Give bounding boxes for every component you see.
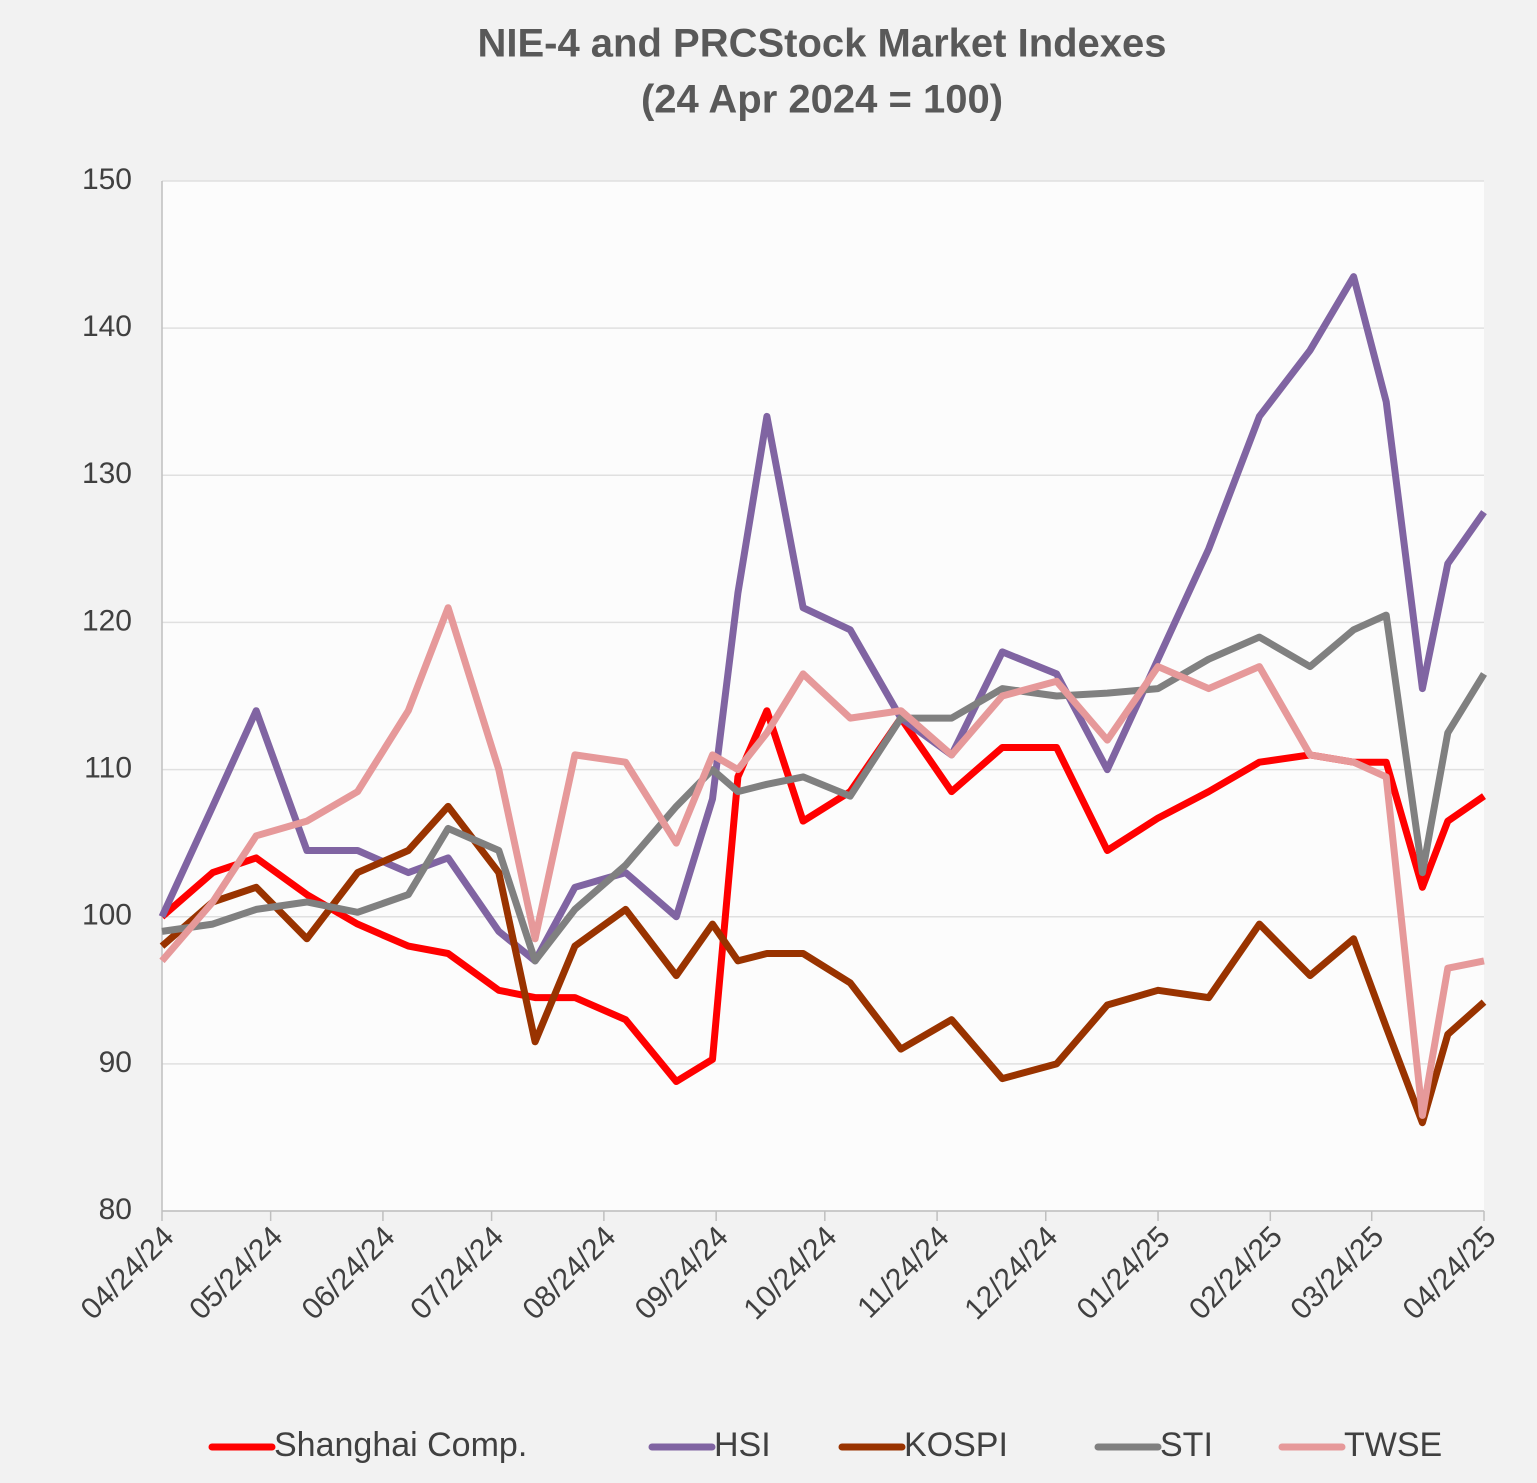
x-tick-label: 11/24/24 xyxy=(851,1220,955,1324)
x-tick-label: 02/24/25 xyxy=(1183,1220,1289,1326)
x-tick-label: 10/24/24 xyxy=(737,1220,843,1326)
chart-subtitle: (24 Apr 2024 = 100) xyxy=(641,78,1003,122)
chart-title: NIE-4 and PRCStock Market Indexes xyxy=(477,22,1166,66)
x-tick-label: 07/24/24 xyxy=(404,1220,510,1326)
x-tick-label: 04/24/24 xyxy=(75,1220,181,1326)
x-tick-label: 01/24/25 xyxy=(1071,1220,1177,1326)
legend-label: KOSPI xyxy=(904,1426,1008,1464)
y-tick-label: 130 xyxy=(82,457,132,490)
y-tick-label: 120 xyxy=(82,604,132,637)
x-tick-label: 09/24/24 xyxy=(629,1220,735,1326)
legend-item: Shanghai Comp. xyxy=(208,1426,527,1464)
series-line xyxy=(161,611,1487,965)
legend-label: TWSE xyxy=(1344,1426,1442,1464)
x-tick-label: 12/24/24 xyxy=(958,1220,1064,1326)
series-line xyxy=(159,604,1485,1119)
y-tick-label: 80 xyxy=(99,1193,132,1226)
y-tick-label: 90 xyxy=(99,1046,132,1079)
y-tick-label: 150 xyxy=(82,163,132,196)
legend-label: STI xyxy=(1160,1426,1213,1464)
x-tick-label: 06/24/24 xyxy=(296,1220,402,1326)
x-tick-label: 08/24/24 xyxy=(517,1220,623,1326)
y-tick-label: 100 xyxy=(82,899,132,932)
legend-label: HSI xyxy=(714,1426,771,1464)
legend-item: KOSPI xyxy=(838,1426,1008,1464)
x-tick-label: 05/24/24 xyxy=(183,1220,289,1326)
y-tick-label: 110 xyxy=(84,751,132,784)
legend-item: STI xyxy=(1094,1426,1213,1464)
legend-label: Shanghai Comp. xyxy=(274,1426,527,1464)
x-tick-label: 04/24/25 xyxy=(1397,1220,1503,1326)
y-tick-label: 140 xyxy=(82,310,132,343)
x-tick-label: 03/24/25 xyxy=(1284,1220,1390,1326)
series-line xyxy=(159,802,1487,1127)
legend-item: HSI xyxy=(648,1426,771,1464)
legend-item: TWSE xyxy=(1278,1426,1442,1464)
series-line xyxy=(158,273,1487,965)
